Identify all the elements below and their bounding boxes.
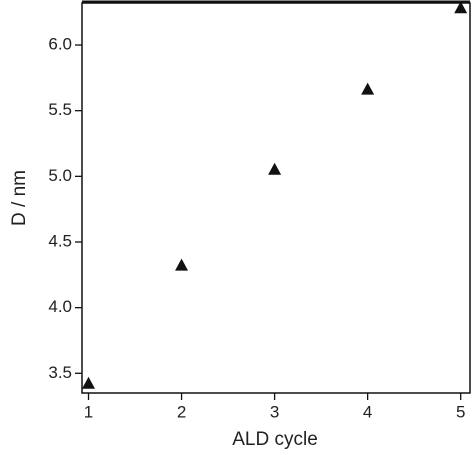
y-tick-label: 5.0 — [48, 166, 72, 185]
y-tick-label: 6.0 — [48, 35, 72, 54]
y-tick-label: 3.5 — [48, 363, 72, 382]
point — [361, 82, 375, 95]
x-tick-label: 1 — [84, 402, 93, 421]
x-axis-label: ALD cycle — [232, 429, 318, 450]
y-tick-label: 5.5 — [48, 100, 72, 119]
y-axis-label: D / nm — [9, 170, 30, 226]
point — [175, 258, 189, 271]
x-tick-label: 4 — [363, 402, 372, 421]
x-tick-label: 2 — [177, 402, 186, 421]
plot-frame — [81, 2, 471, 394]
x-tick-label: 3 — [270, 402, 279, 421]
y-tick-label: 4.5 — [48, 231, 72, 250]
y-tick-label: 4.0 — [48, 297, 72, 316]
point — [454, 1, 468, 14]
point — [82, 376, 96, 389]
x-tick-label: 5 — [456, 402, 465, 421]
point — [268, 162, 282, 175]
